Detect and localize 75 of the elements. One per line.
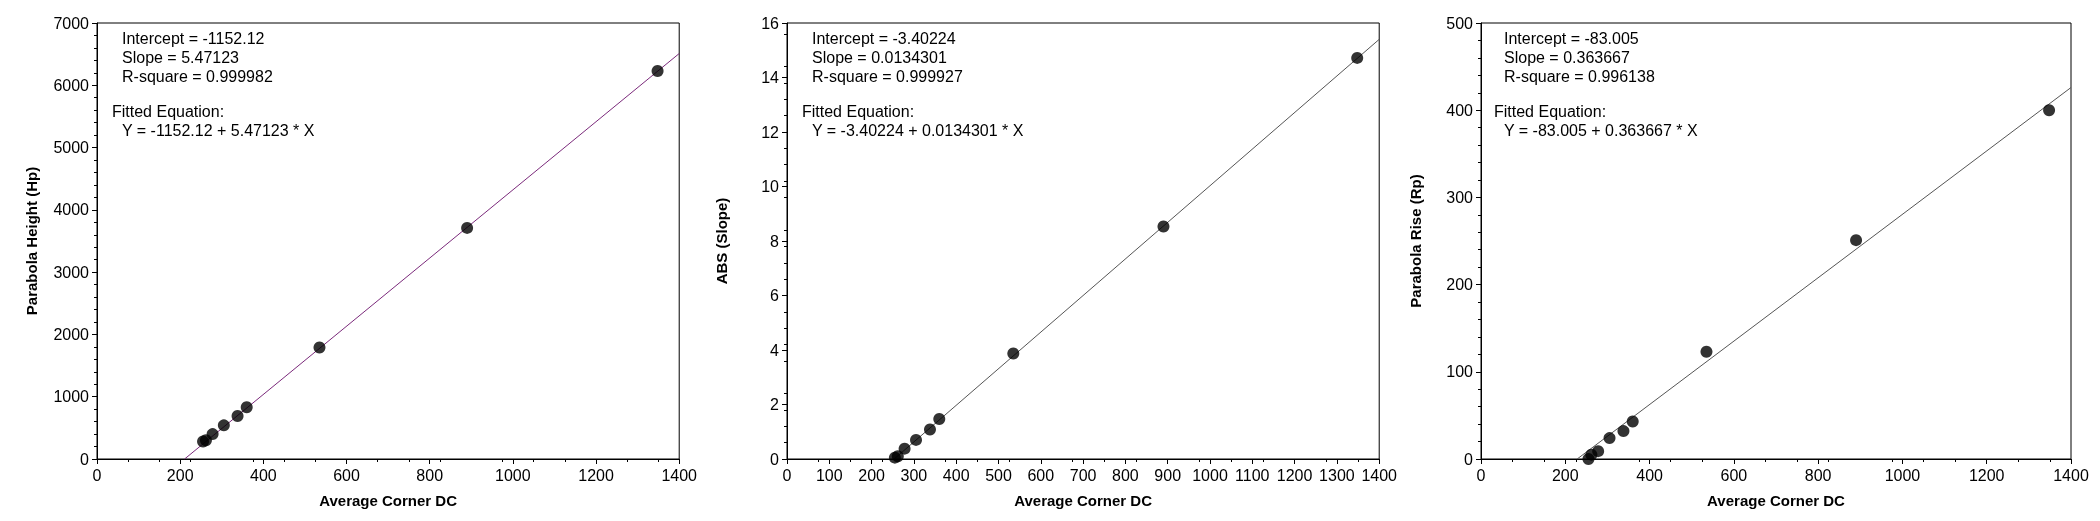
annotation: Intercept = -83.005 bbox=[1504, 29, 1639, 47]
y-tick-label: 14 bbox=[761, 69, 780, 86]
y-tick-label: 0 bbox=[80, 450, 90, 468]
annotation: Y = -83.005 + 0.363667 * X bbox=[1504, 121, 1698, 139]
x-axis-title: Average Corner DC bbox=[1707, 492, 1846, 509]
x-axis-title: Average Corner DC bbox=[1014, 492, 1153, 509]
annotation: Intercept = -1152.12 bbox=[122, 29, 265, 47]
x-tick-label: 400 bbox=[249, 466, 277, 484]
x-tick-label: 1000 bbox=[495, 466, 531, 484]
x-tick-label: 600 bbox=[1027, 466, 1055, 484]
y-axis-title: Parabola Rise (Rp) bbox=[1407, 174, 1424, 308]
x-tick-label: 500 bbox=[985, 466, 1012, 484]
y-tick-label: 1000 bbox=[53, 388, 90, 406]
annotation: Intercept = -3.40224 bbox=[812, 29, 956, 47]
x-tick-label: 1200 bbox=[578, 466, 614, 484]
x-tick-label: 1000 bbox=[1884, 466, 1921, 484]
y-tick-label: 0 bbox=[1464, 450, 1474, 468]
annotation: Y = -3.40224 + 0.0134301 * X bbox=[812, 121, 1024, 139]
x-tick-label: 300 bbox=[900, 466, 928, 484]
x-tick-label: 800 bbox=[416, 466, 444, 484]
y-tick-label: 500 bbox=[1446, 14, 1474, 32]
y-tick-label: 400 bbox=[1446, 101, 1474, 119]
y-tick-label: 3000 bbox=[53, 263, 90, 281]
x-tick-label: 0 bbox=[92, 466, 102, 484]
x-tick-label: 1400 bbox=[661, 466, 698, 484]
y-tick-label: 6 bbox=[770, 287, 780, 304]
x-tick-label: 600 bbox=[1720, 466, 1748, 484]
annotation: R-square = 0.999927 bbox=[812, 67, 963, 85]
annotation: Fitted Equation: bbox=[802, 102, 915, 120]
x-tick-label: 1200 bbox=[1276, 466, 1313, 484]
x-tick-label: 600 bbox=[333, 466, 360, 484]
y-tick-label: 4 bbox=[770, 341, 780, 359]
x-tick-label: 200 bbox=[858, 466, 886, 484]
x-tick-label: 800 bbox=[1804, 466, 1832, 484]
y-axis-title: ABS (Slope) bbox=[713, 197, 730, 285]
annotation: Slope = 0.363667 bbox=[1504, 48, 1630, 66]
y-tick-label: 12 bbox=[761, 123, 780, 141]
y-tick-label: 2000 bbox=[53, 325, 90, 343]
y-tick-label: 8 bbox=[770, 232, 780, 250]
y-tick-label: 100 bbox=[1446, 363, 1474, 381]
x-tick-label: 800 bbox=[1112, 466, 1139, 484]
x-axis-title: Average Corner DC bbox=[319, 492, 458, 509]
x-tick-label: 900 bbox=[1154, 466, 1182, 484]
x-tick-label: 100 bbox=[815, 466, 843, 484]
annotation: Fitted Equation: bbox=[112, 102, 225, 120]
y-tick-label: 5000 bbox=[53, 139, 90, 157]
x-tick-label: 1400 bbox=[2053, 466, 2089, 484]
x-tick-label: 200 bbox=[1551, 466, 1579, 484]
y-tick-label: 0 bbox=[770, 450, 780, 468]
x-tick-label: 1100 bbox=[1235, 466, 1270, 484]
y-tick-label: 6000 bbox=[53, 76, 90, 94]
x-tick-label: 1400 bbox=[1361, 466, 1398, 484]
x-tick-label: 400 bbox=[942, 466, 970, 484]
annotation: Slope = 0.0134301 bbox=[812, 48, 947, 66]
y-tick-label: 16 bbox=[761, 14, 780, 32]
y-tick-label: 300 bbox=[1446, 188, 1474, 206]
y-tick-label: 7000 bbox=[53, 14, 90, 32]
annotation: R-square = 0.996138 bbox=[1504, 67, 1655, 85]
annotation: Slope = 5.47123 bbox=[122, 48, 240, 66]
x-tick-label: 1300 bbox=[1319, 466, 1355, 484]
y-tick-label: 200 bbox=[1446, 276, 1474, 294]
annotation: Fitted Equation: bbox=[1494, 102, 1607, 120]
y-tick-label: 4000 bbox=[53, 201, 90, 219]
x-tick-label: 1200 bbox=[1968, 466, 2005, 484]
annotation: R-square = 0.999982 bbox=[122, 67, 273, 85]
y-axis-title: Parabola Height (Hp) bbox=[23, 166, 40, 316]
x-tick-label: 0 bbox=[1476, 466, 1486, 484]
x-tick-label: 0 bbox=[782, 466, 792, 484]
x-tick-label: 1000 bbox=[1192, 466, 1228, 484]
x-tick-label: 400 bbox=[1636, 466, 1664, 484]
y-tick-label: 10 bbox=[761, 178, 780, 195]
y-tick-label: 2 bbox=[770, 396, 780, 413]
x-tick-label: 200 bbox=[166, 466, 194, 484]
x-tick-label: 700 bbox=[1069, 466, 1097, 484]
annotation: Y = -1152.12 + 5.47123 * X bbox=[122, 121, 315, 139]
